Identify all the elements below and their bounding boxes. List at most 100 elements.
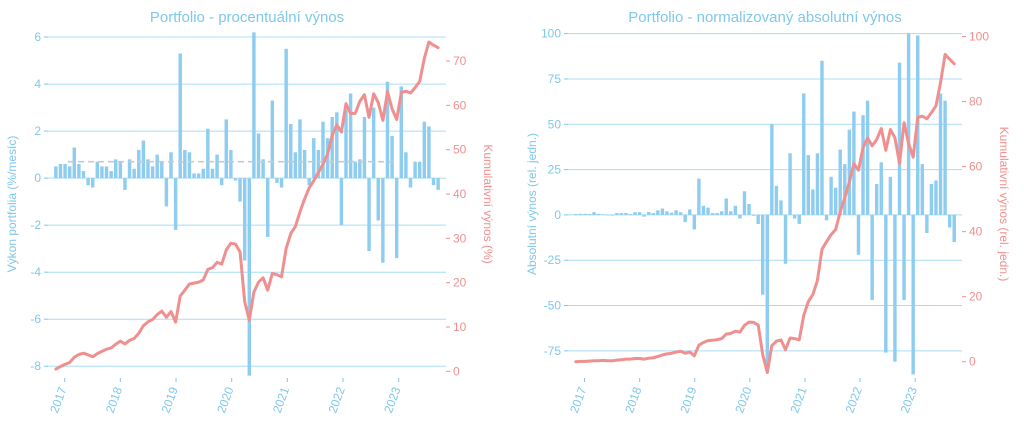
- bar: [367, 178, 371, 252]
- bar: [146, 159, 150, 179]
- bar: [920, 164, 925, 215]
- y2-axis-label: Kumulativní výnos (%): [481, 144, 495, 263]
- y-tick-label: 2: [34, 124, 41, 138]
- y-tick-label: 75: [548, 72, 562, 86]
- bar: [362, 117, 367, 179]
- x-tick-label: 2023: [898, 385, 920, 415]
- bar: [861, 115, 865, 215]
- bar: [738, 214, 742, 219]
- bar: [100, 166, 104, 179]
- bar: [756, 214, 760, 224]
- x-tick-label: 2020: [214, 385, 236, 415]
- bar: [665, 211, 669, 215]
- chart-title: Portfolio - normalizovaný absolutní výno…: [628, 9, 901, 26]
- bar: [385, 81, 390, 179]
- bar: [870, 214, 874, 301]
- bar: [196, 173, 201, 179]
- bar: [247, 178, 252, 376]
- y2-tick-label: 70: [453, 54, 467, 68]
- bar: [307, 178, 311, 186]
- bar: [879, 162, 883, 215]
- bar: [583, 213, 587, 215]
- bar: [265, 178, 270, 237]
- bar: [779, 200, 783, 215]
- bar: [229, 149, 233, 179]
- bar: [697, 178, 701, 215]
- bar: [109, 171, 113, 179]
- y2-tick-label: 10: [453, 320, 467, 334]
- bar: [90, 178, 95, 188]
- y-tick-label: -50: [544, 299, 562, 313]
- bar: [422, 121, 427, 179]
- bar: [344, 109, 348, 179]
- bar: [802, 93, 806, 215]
- bar: [67, 166, 72, 179]
- bar: [770, 124, 774, 215]
- bar: [86, 178, 90, 186]
- bar: [238, 178, 242, 202]
- bar: [906, 33, 911, 215]
- chart-absolute-return: -75 -50 -25 0 25 50 75 100 0 20 40 60 80 100 2017 2018 2…: [525, 9, 1011, 415]
- bar: [925, 214, 929, 233]
- bar: [348, 93, 353, 179]
- bar: [54, 166, 58, 179]
- bar: [943, 100, 947, 215]
- bar: [874, 184, 879, 215]
- bar: [187, 152, 192, 179]
- bar: [381, 178, 385, 263]
- bar: [751, 214, 756, 216]
- bar: [843, 164, 847, 215]
- bar: [275, 178, 279, 183]
- bar: [774, 185, 779, 215]
- y2-tick-label: 20: [969, 290, 983, 304]
- y2-tick-label: 0: [453, 364, 460, 378]
- bar: [660, 208, 665, 215]
- bar: [436, 178, 440, 190]
- bar: [824, 214, 829, 221]
- bar: [761, 214, 765, 295]
- x-tick-label: 2019: [159, 385, 181, 415]
- bar: [95, 161, 100, 179]
- bar: [160, 161, 164, 179]
- bar: [210, 168, 215, 179]
- bar: [321, 121, 325, 179]
- bar: [335, 112, 339, 179]
- bar: [642, 214, 646, 217]
- bar: [934, 180, 938, 215]
- bar: [929, 184, 934, 215]
- bar: [592, 212, 596, 215]
- y-tick-label: 4: [34, 77, 41, 91]
- bar: [669, 212, 674, 215]
- bar: [820, 60, 824, 215]
- x-tick-label: 2021: [270, 385, 292, 415]
- y-axis-label: Absolutní výnos (rel. jedn.): [525, 133, 539, 275]
- y2-tick-label: 60: [453, 98, 467, 112]
- x-tick-label: 2023: [381, 385, 403, 415]
- bar: [173, 178, 178, 230]
- bar: [77, 164, 81, 179]
- bar: [63, 164, 67, 179]
- bar: [605, 214, 610, 216]
- bar: [118, 161, 123, 179]
- bar: [806, 155, 811, 215]
- bar: [261, 159, 265, 179]
- bar: [733, 205, 738, 215]
- bar: [169, 152, 173, 179]
- bar: [742, 191, 747, 215]
- x-tick-label: 2018: [622, 385, 644, 415]
- cumulative-line: [574, 52, 956, 374]
- y2-tick-label: 60: [969, 160, 983, 174]
- bar: [394, 178, 399, 259]
- bar: [847, 129, 852, 215]
- bar: [215, 154, 219, 179]
- y2-tick-label: 100: [969, 30, 989, 44]
- bar: [628, 213, 633, 215]
- bar: [578, 213, 583, 215]
- bar: [233, 178, 238, 181]
- bar: [587, 213, 592, 215]
- bar-series: [574, 33, 956, 375]
- bar: [289, 124, 293, 179]
- bar: [596, 213, 601, 215]
- bar: [897, 62, 902, 215]
- y-tick-label: -4: [30, 265, 41, 279]
